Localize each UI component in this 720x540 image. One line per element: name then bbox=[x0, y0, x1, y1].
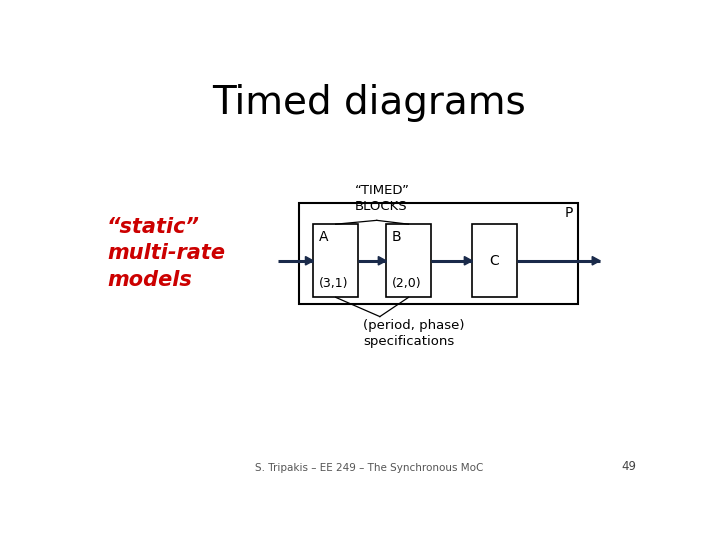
Polygon shape bbox=[464, 256, 472, 265]
Bar bbox=[313, 224, 358, 298]
Polygon shape bbox=[593, 256, 600, 265]
Bar bbox=[386, 224, 431, 298]
Text: (2,0): (2,0) bbox=[392, 276, 421, 289]
Text: P: P bbox=[564, 206, 573, 220]
Text: “static”
multi-rate
models: “static” multi-rate models bbox=[107, 217, 225, 290]
Text: C: C bbox=[490, 254, 500, 268]
Text: (period, phase)
specifications: (period, phase) specifications bbox=[363, 319, 464, 348]
Bar bbox=[472, 224, 517, 298]
Polygon shape bbox=[378, 256, 386, 265]
Text: “TIMED”
BLOCKS: “TIMED” BLOCKS bbox=[355, 184, 410, 213]
Text: 49: 49 bbox=[621, 460, 636, 473]
Text: (3,1): (3,1) bbox=[319, 276, 348, 289]
Text: A: A bbox=[319, 230, 328, 244]
Bar bbox=[300, 204, 578, 303]
Text: S. Tripakis – EE 249 – The Synchronous MoC: S. Tripakis – EE 249 – The Synchronous M… bbox=[255, 463, 483, 473]
Text: B: B bbox=[392, 230, 401, 244]
Polygon shape bbox=[305, 256, 313, 265]
Text: Timed diagrams: Timed diagrams bbox=[212, 84, 526, 122]
